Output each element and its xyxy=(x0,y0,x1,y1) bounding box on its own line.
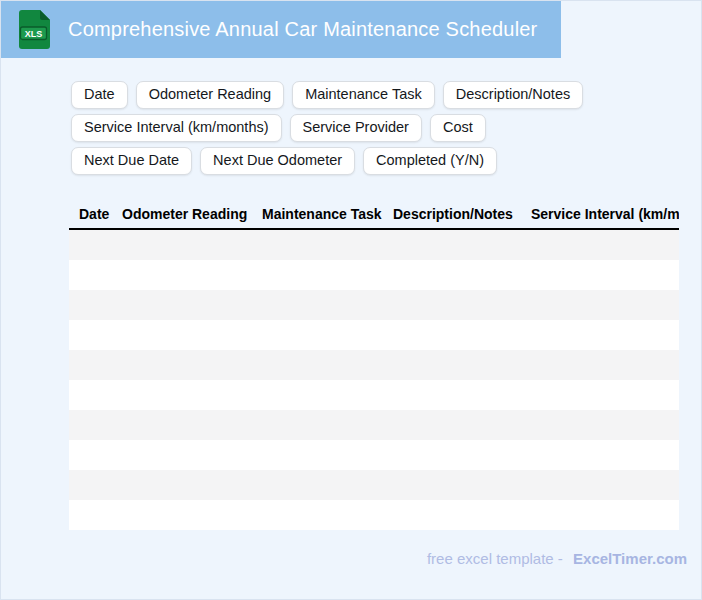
column-header: Date xyxy=(69,206,122,228)
chip-completed-y-n[interactable]: Completed (Y/N) xyxy=(363,147,497,175)
table-header-row: DateOdometer ReadingMaintenance TaskDesc… xyxy=(69,201,679,230)
chip-next-due-date[interactable]: Next Due Date xyxy=(71,147,192,175)
column-header: Service Interval (km/months) xyxy=(531,206,679,228)
table-row xyxy=(69,230,679,260)
chip-odometer-reading[interactable]: Odometer Reading xyxy=(136,81,285,109)
header-bar: XLS Comprehensive Annual Car Maintenance… xyxy=(1,1,561,58)
xls-file-icon: XLS xyxy=(18,9,51,50)
column-header: Maintenance Task xyxy=(262,206,393,228)
table-row xyxy=(69,290,679,320)
chip-description-notes[interactable]: Description/Notes xyxy=(443,81,583,109)
footer-brand-link[interactable]: ExcelTimer.com xyxy=(573,550,687,567)
page: XLS Comprehensive Annual Car Maintenance… xyxy=(0,0,702,600)
table-row xyxy=(69,470,679,500)
chip-cost[interactable]: Cost xyxy=(430,114,486,142)
maintenance-table: DateOdometer ReadingMaintenance TaskDesc… xyxy=(69,201,679,530)
page-title: Comprehensive Annual Car Maintenance Sch… xyxy=(68,18,537,41)
chips: Date Odometer ReadingMaintenance Task Desc… xyxy=(71,81,598,175)
table-row xyxy=(69,440,679,470)
table-body xyxy=(69,230,679,530)
table-row xyxy=(69,350,679,380)
footer: free excel template - ExcelTimer.com xyxy=(427,550,687,567)
chip-date[interactable]: Date xyxy=(71,81,128,109)
chip-next-due-odometer[interactable]: Next Due Odometer xyxy=(200,147,355,175)
table-row xyxy=(69,260,679,290)
chip-service-interval-km-months[interactable]: Service Interval (km/months) xyxy=(71,114,282,142)
table-row xyxy=(69,380,679,410)
table-row xyxy=(69,410,679,440)
column-header: Odometer Reading xyxy=(122,206,262,228)
table-row xyxy=(69,320,679,350)
xls-icon-label: XLS xyxy=(25,29,43,39)
column-header: Description/Notes xyxy=(393,206,531,228)
chip-maintenance-task[interactable]: Maintenance Task xyxy=(292,81,435,109)
table-row xyxy=(69,500,679,530)
footer-text: free excel template - xyxy=(427,550,563,567)
chip-service-provider[interactable]: Service Provider xyxy=(290,114,422,142)
